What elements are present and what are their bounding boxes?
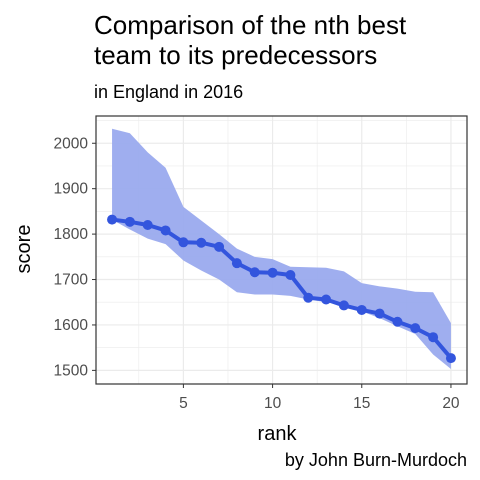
panel-frame — [95, 115, 468, 385]
x-axis-label: rank — [258, 423, 298, 445]
data-point — [231, 258, 242, 269]
y-tick-label: 1500 — [54, 362, 89, 379]
data-point — [124, 216, 135, 227]
chart-subtitle: in England in 2016 — [94, 82, 243, 102]
data-point — [196, 237, 207, 248]
data-point — [321, 294, 332, 305]
y-tick-label: 1900 — [54, 181, 89, 198]
y-tick-label: 1600 — [54, 317, 89, 334]
data-point — [249, 267, 260, 278]
x-tick-label: 5 — [179, 395, 188, 412]
data-point — [142, 220, 153, 231]
series-layer — [107, 214, 456, 364]
y-tick-label: 1800 — [54, 226, 89, 243]
plot-panel — [96, 116, 467, 384]
x-tick-label: 15 — [353, 395, 370, 412]
data-point — [392, 316, 403, 327]
x-tick-label: 20 — [442, 395, 460, 412]
data-point — [285, 269, 296, 280]
x-axis-ticks: 5 10 15 20 — [179, 384, 460, 412]
y-axis-ticks: 1500 1600 1700 1800 1900 2000 — [54, 135, 96, 379]
data-point — [338, 300, 349, 311]
data-point — [356, 304, 367, 315]
chart-caption: by John Burn-Murdoch — [285, 450, 467, 470]
x-tick-label: 10 — [264, 395, 282, 412]
data-point — [178, 237, 189, 248]
data-point — [428, 332, 439, 343]
y-tick-label: 1700 — [54, 272, 89, 289]
data-point — [374, 308, 385, 319]
chart-title-line-1: Comparison of the nth best — [94, 10, 407, 40]
data-point — [107, 214, 118, 225]
data-point — [267, 267, 278, 278]
data-point — [303, 292, 314, 303]
data-point — [410, 323, 421, 334]
y-tick-label: 2000 — [54, 135, 89, 152]
y-axis-label: score — [13, 225, 35, 274]
plot-background — [96, 116, 467, 384]
chart-title-line-2: team to its predecessors — [94, 40, 377, 70]
data-point — [445, 353, 456, 364]
data-point — [214, 241, 225, 252]
data-point — [160, 225, 171, 236]
panel-border — [95, 115, 468, 385]
